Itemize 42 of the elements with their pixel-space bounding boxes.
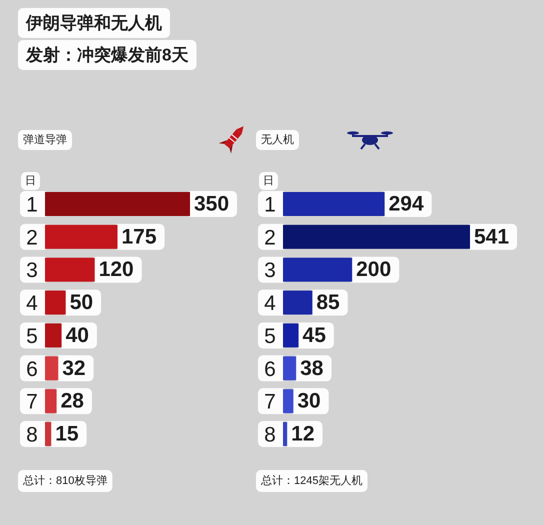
y-tick-label: 2 (26, 226, 38, 250)
data-label: 40 (66, 324, 89, 347)
data-label: 350 (194, 192, 230, 216)
chart-title: 无人机 (261, 134, 294, 146)
data-label: 200 (356, 258, 392, 282)
bar (45, 422, 52, 446)
y-tick-label: 3 (264, 259, 276, 282)
y-tick-label: 1 (26, 194, 38, 216)
y-tick-label: 6 (26, 358, 38, 381)
data-label: 541 (474, 225, 510, 248)
text: 伊朗导弹和无人机 (25, 14, 162, 32)
y-tick-label: 5 (26, 324, 38, 348)
y-tick-label: 2 (264, 226, 276, 250)
y-axis-title: 日 (25, 175, 36, 187)
data-label: 38 (300, 356, 324, 380)
data-label: 45 (302, 324, 326, 347)
text: 总计：1245架无人机 (260, 474, 362, 487)
y-tick-label: 5 (264, 324, 276, 348)
data-label: 175 (122, 225, 157, 248)
data-label: 28 (60, 390, 84, 413)
text: 总计：810枚导弹 (22, 474, 108, 487)
data-label: 30 (297, 390, 321, 413)
y-tick-label: 4 (264, 292, 276, 316)
data-label: 15 (55, 422, 79, 446)
data-label: 12 (291, 422, 315, 446)
y-tick-label: 4 (26, 292, 38, 316)
data-label: 294 (388, 192, 424, 216)
data-label: 120 (98, 258, 134, 282)
text: 发射：冲突爆发前8天 (25, 46, 188, 64)
y-tick-label: 1 (264, 194, 276, 216)
y-tick-label: 3 (26, 259, 38, 282)
data-label: 85 (316, 291, 340, 314)
y-tick-label: 7 (264, 390, 276, 414)
data-label: 50 (70, 291, 94, 314)
y-tick-label: 6 (264, 358, 276, 381)
y-tick-label: 8 (26, 424, 38, 447)
data-label: 32 (62, 356, 86, 380)
bar (283, 422, 288, 446)
y-tick-label: 8 (264, 424, 276, 447)
y-axis-title: 日 (263, 175, 274, 187)
y-tick-label: 7 (26, 390, 38, 414)
chart-title: 弹道导弹 (23, 133, 67, 146)
